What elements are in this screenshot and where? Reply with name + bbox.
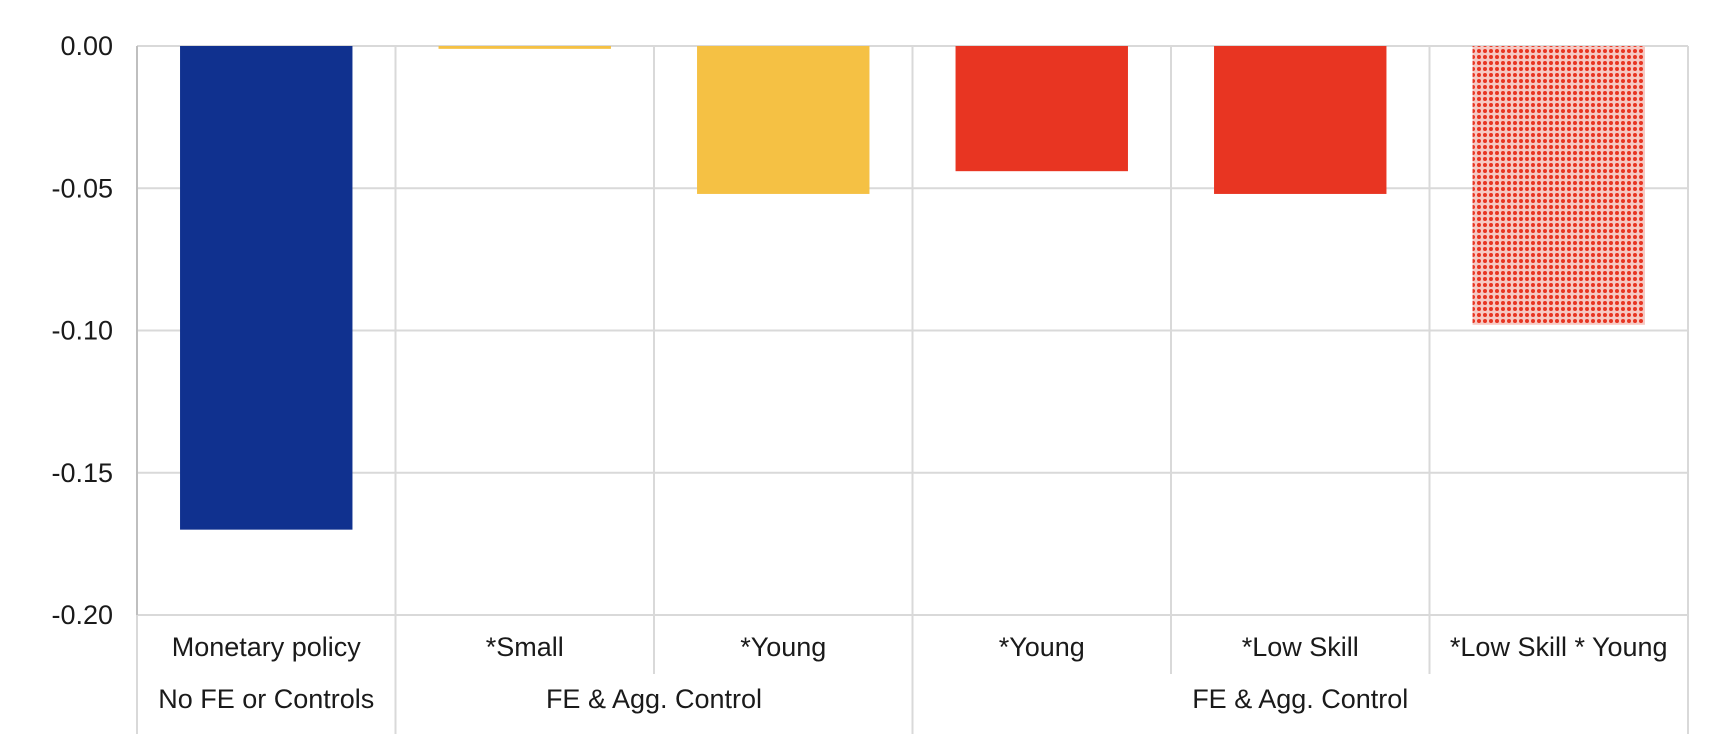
group-label: FE & Agg. Control bbox=[546, 684, 762, 714]
bar-1 bbox=[438, 46, 611, 49]
bar-0 bbox=[180, 46, 353, 530]
group-label: FE & Agg. Control bbox=[1192, 684, 1408, 714]
y-tick-label: -0.20 bbox=[51, 600, 113, 630]
y-tick-label: -0.10 bbox=[51, 316, 113, 346]
x-tick-label: *Low Skill bbox=[1242, 632, 1359, 662]
x-tick-label: *Young bbox=[999, 632, 1085, 662]
labels: 0.00 -0.05 -0.10 -0.15 -0.20 Monetary policy *… bbox=[51, 31, 1667, 714]
y-tick-label: -0.05 bbox=[51, 173, 113, 203]
group-label: No FE or Controls bbox=[158, 684, 374, 714]
y-tick-label: -0.15 bbox=[51, 458, 113, 488]
gridlines bbox=[136, 45, 1689, 616]
x-tick-label: *Low Skill * Young bbox=[1450, 632, 1668, 662]
x-tick-label: *Young bbox=[740, 632, 826, 662]
x-tick-label: Monetary policy bbox=[172, 632, 362, 662]
bars bbox=[180, 46, 1645, 530]
bar-4 bbox=[1214, 46, 1387, 194]
y-tick-label: 0.00 bbox=[60, 31, 113, 61]
bar-5 bbox=[1472, 46, 1645, 325]
bar-3 bbox=[955, 46, 1128, 172]
x-tick-label: *Small bbox=[486, 632, 564, 662]
bar-2 bbox=[697, 46, 870, 194]
axes bbox=[136, 46, 1689, 734]
